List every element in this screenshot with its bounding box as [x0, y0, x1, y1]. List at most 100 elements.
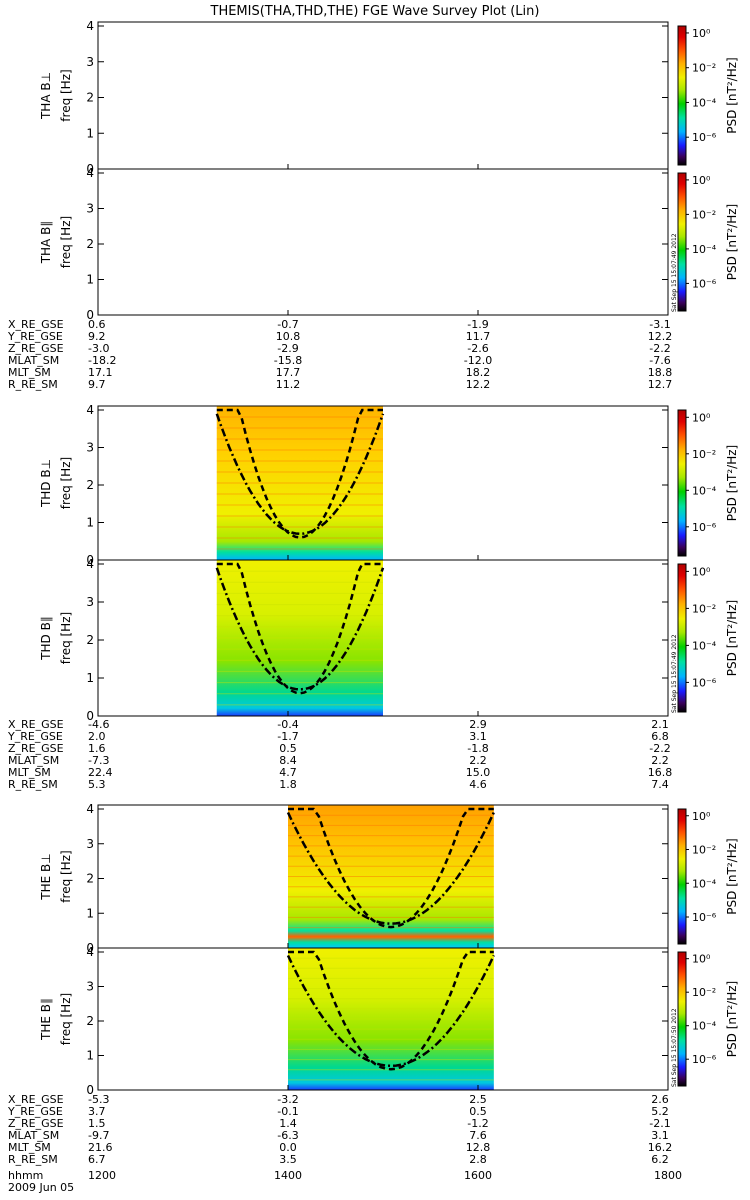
y-tick-label: 4 — [86, 403, 94, 417]
ephemeris-value: -2.6 — [467, 342, 488, 355]
ephemeris-value: 17.1 — [88, 366, 113, 379]
y-tick-label: 1 — [86, 906, 94, 920]
colorbar-tick-label: 10⁻⁴ — [692, 484, 717, 497]
colorbar-label: PSD [nT²/Hz] — [725, 838, 739, 914]
colorbar-label: PSD [nT²/Hz] — [725, 204, 739, 280]
ephemeris-label: MLT_SM — [8, 366, 51, 379]
ephemeris-thd: X_RE_GSE -4.6 -0.4 2.9 2.1 Y_RE_GSE 2.0 -1.7 3.1… — [7, 718, 672, 791]
ephemeris-value: 3.5 — [279, 1153, 297, 1166]
ephemeris-value: 16.8 — [648, 766, 673, 779]
panel-label: THA B⊥ — [39, 72, 53, 120]
ephemeris-value: -3.2 — [277, 1093, 298, 1106]
ephemeris-value: -1.8 — [467, 742, 488, 755]
colorbar-tick-label: 10⁻⁶ — [692, 277, 717, 290]
ephemeris-value: 18.2 — [466, 366, 491, 379]
time-tick-label: 1200 — [88, 1169, 116, 1182]
colorbar-tick-label: 10⁻⁴ — [692, 243, 717, 256]
ephemeris-value: 2.5 — [469, 1093, 487, 1106]
ephemeris-label: R_RE_SM — [8, 778, 58, 791]
ephemeris-value: 3.1 — [469, 730, 487, 743]
colorbar-label: PSD [nT²/Hz] — [725, 981, 739, 1057]
curve-dashed — [288, 950, 494, 1071]
ephemeris-value: -5.3 — [88, 1093, 109, 1106]
ephemeris-value: -0.4 — [277, 718, 298, 731]
colorbar: 10⁰ 10⁻² 10⁻⁴ 10⁻⁶ PSD [nT²/Hz] — [677, 563, 739, 713]
curve-dashed — [288, 807, 494, 929]
ephemeris-label: X_RE_GSE — [8, 318, 64, 331]
ephemeris-value: 1.8 — [279, 778, 297, 791]
gyrofrequency-curves — [286, 807, 495, 929]
panel-thd-bperp: 0 1 2 3 4 freq [Hz] THD B⊥ — [39, 403, 669, 567]
panel-frame — [97, 559, 669, 717]
colorbar-tick-label: 10⁻⁶ — [692, 521, 717, 534]
ephemeris-value: -6.3 — [277, 1129, 298, 1142]
colorbar-label: PSD [nT²/Hz] — [725, 57, 739, 133]
ephemeris-value: 7.4 — [651, 778, 669, 791]
ephemeris-value: -3.1 — [649, 318, 670, 331]
y-tick-label: 2 — [86, 1014, 94, 1028]
panel-the-bperp: 0 1 2 3 4 freq [Hz] THE B⊥ — [39, 802, 669, 955]
panel-label: THD B∥ — [39, 616, 53, 661]
panel-label: THD B⊥ — [39, 459, 53, 508]
panel-frame — [97, 21, 669, 170]
colorbar-tick-label: 10⁻⁴ — [692, 96, 717, 109]
ephemeris-value: 9.7 — [88, 378, 106, 391]
ephemeris-value: 9.2 — [88, 330, 106, 343]
ephemeris-value: 12.2 — [466, 378, 491, 391]
panel-tha-bpar: 0 1 2 3 4 freq [Hz] THA B∥ — [39, 166, 669, 322]
freq-axis-label: freq [Hz] — [59, 69, 73, 121]
ephemeris-label: Y_RE_GSE — [7, 330, 63, 343]
hhmm-label: hhmm — [8, 1169, 43, 1182]
curve-dashed — [216, 408, 383, 539]
ephemeris-value: -2.2 — [649, 742, 670, 755]
y-tick-label: 4 — [86, 19, 94, 33]
freq-axis-label: freq [Hz] — [59, 993, 73, 1045]
colorbar: 10⁰ 10⁻² 10⁻⁴ 10⁻⁶ PSD [nT²/Hz] — [677, 25, 739, 166]
y-tick-label: 3 — [86, 837, 94, 851]
ephemeris-value: 2.9 — [469, 718, 487, 731]
ephemeris-label: R_RE_SM — [8, 1153, 58, 1166]
colorbar-tick-label: 10⁻⁶ — [692, 131, 717, 144]
ephemeris-value: -9.7 — [88, 1129, 109, 1142]
y-tick-label: 1 — [86, 126, 94, 140]
colorbar-tick-label: 10⁰ — [692, 27, 711, 40]
ephemeris-value: 2.8 — [469, 1153, 487, 1166]
ephemeris-value: 15.0 — [466, 766, 491, 779]
ephemeris-label: MLAT_SM — [8, 754, 59, 767]
y-tick-label: 2 — [86, 91, 94, 105]
panel-label: THA B∥ — [39, 221, 53, 265]
y-tick-label: 4 — [86, 802, 94, 816]
ephemeris-value: 16.2 — [648, 1141, 673, 1154]
spectrogram-data — [288, 948, 494, 1090]
y-tick-label: 0 — [86, 553, 94, 567]
ephemeris-value: 8.4 — [279, 754, 297, 767]
spectral-bands — [288, 957, 494, 1081]
spectral-bands — [288, 814, 494, 939]
ephemeris-value: -7.3 — [88, 754, 109, 767]
colorbar-tick-label: 10⁻⁶ — [692, 911, 717, 924]
colorbar-gradient — [677, 172, 687, 312]
colorbar-tick-label: 10⁻² — [692, 602, 716, 615]
panel-tha-bperp: 0 1 2 3 4 freq [Hz] THA B⊥ — [39, 19, 669, 176]
ephemeris-value: -15.8 — [274, 354, 302, 367]
colorbar: 10⁰ 10⁻² 10⁻⁴ 10⁻⁶ PSD [nT²/Hz] — [677, 409, 739, 557]
panel-thd-bpar: 0 1 2 3 4 freq [Hz] THD B∥ — [39, 557, 669, 723]
curve-dash-dot — [286, 954, 495, 1068]
colorbar: 10⁰ 10⁻² 10⁻⁴ 10⁻⁶ PSD [nT²/Hz] — [677, 951, 739, 1087]
colorbar-tick-label: 10⁻⁴ — [692, 639, 717, 652]
ephemeris-value: 0.0 — [279, 1141, 297, 1154]
ephemeris-value: 2.2 — [469, 754, 487, 767]
y-tick-label: 0 — [86, 162, 94, 176]
ephemeris-label: Z_RE_GSE — [8, 1117, 64, 1130]
colorbar-tick-label: 10⁰ — [692, 411, 711, 424]
ephemeris-value: -1.9 — [467, 318, 488, 331]
ephemeris-value: 7.6 — [469, 1129, 487, 1142]
ephemeris-value: 4.7 — [279, 766, 297, 779]
y-tick-label: 2 — [86, 478, 94, 492]
ephemeris-value: 21.6 — [88, 1141, 113, 1154]
time-tick-label: 1600 — [464, 1169, 492, 1182]
colorbar-gradient — [677, 563, 687, 713]
ephemeris-label: Z_RE_GSE — [8, 342, 64, 355]
y-tick-label: 0 — [86, 1083, 94, 1097]
colorbar: 10⁰ 10⁻² 10⁻⁴ 10⁻⁶ PSD [nT²/Hz] — [677, 808, 739, 945]
